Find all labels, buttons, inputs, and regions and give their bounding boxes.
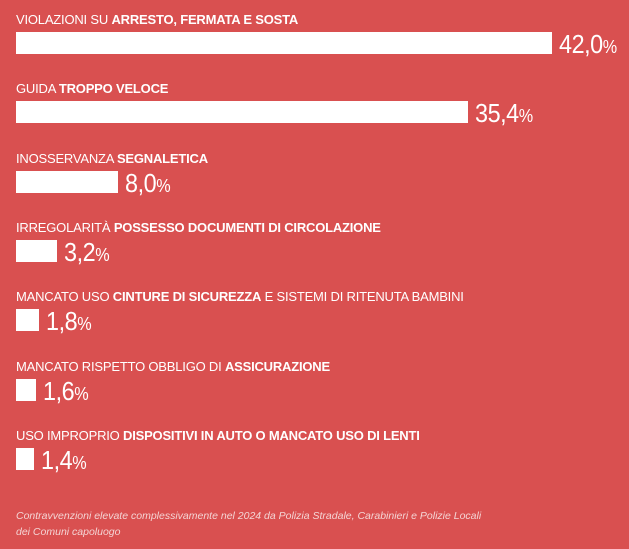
bar bbox=[16, 170, 119, 193]
bar bbox=[16, 378, 37, 401]
value-label: 1,4% bbox=[40, 444, 87, 477]
category-label-bold: DISPOSITIVI IN AUTO O MANCATO USO DI LEN… bbox=[123, 427, 420, 443]
value-label: 35,4% bbox=[475, 99, 533, 130]
value-number: 1,6 bbox=[43, 375, 75, 406]
category-label-text: INOSSERVANZA bbox=[16, 150, 117, 166]
bar bbox=[16, 447, 34, 470]
value-unit: % bbox=[602, 37, 617, 57]
value-unit: % bbox=[95, 244, 109, 265]
bar bbox=[16, 309, 39, 332]
footnote-line-2: dei Comuni capoluogo bbox=[16, 526, 121, 538]
category-label-bold: ARRESTO, FERMATA E SOSTA bbox=[111, 12, 299, 27]
category-label: VIOLAZIONI SU ARRESTO, FERMATA E SOSTA bbox=[16, 12, 298, 28]
category-label-bold: POSSESSO DOCUMENTI DI CIRCOLAZIONE bbox=[113, 219, 381, 235]
value-number: 3,2 bbox=[63, 236, 96, 267]
value-label: 42,0% bbox=[559, 30, 617, 61]
value-number: 42,0 bbox=[559, 29, 603, 59]
category-label-bold: SEGNALETICA bbox=[116, 150, 208, 166]
category-label: GUIDA TROPPO VELOCE bbox=[16, 81, 168, 97]
bar bbox=[16, 101, 468, 124]
value-number: 1,4 bbox=[40, 444, 73, 475]
value-unit: % bbox=[77, 314, 92, 335]
category-label-text: MANCATO USO bbox=[16, 289, 113, 305]
bar bbox=[16, 239, 57, 262]
value-label: 8,0% bbox=[125, 167, 171, 200]
value-unit: % bbox=[156, 175, 171, 196]
category-label: INOSSERVANZA SEGNALETICA bbox=[16, 151, 208, 167]
value-label: 1,8% bbox=[45, 306, 92, 338]
value-label: 3,2% bbox=[63, 236, 110, 269]
category-label-bold: ASSICURAZIONE bbox=[224, 358, 330, 374]
category-label: IRREGOLARITÀ POSSESSO DOCUMENTI DI CIRCO… bbox=[16, 220, 381, 236]
category-label: MANCATO USO CINTURE DI SICUREZZA E SISTE… bbox=[16, 289, 464, 305]
value-unit: % bbox=[518, 106, 533, 127]
category-label-text: MANCATO RISPETTO OBBLIGO DI bbox=[16, 358, 225, 374]
footnote-line-1: Contravvenzioni elevate complessivamente… bbox=[16, 510, 482, 522]
footnote: Contravvenzioni elevate complessivamente… bbox=[16, 508, 516, 540]
category-label-text: USO IMPROPRIO bbox=[16, 427, 123, 443]
category-label: MANCATO RISPETTO OBBLIGO DI ASSICURAZION… bbox=[16, 359, 330, 375]
value-number: 35,4 bbox=[474, 98, 519, 129]
category-label-bold: CINTURE DI SICUREZZA bbox=[112, 289, 262, 305]
value-unit: % bbox=[74, 383, 89, 404]
category-label: USO IMPROPRIO DISPOSITIVI IN AUTO O MANC… bbox=[16, 428, 420, 444]
category-label-text: VIOLAZIONI SU bbox=[16, 12, 112, 27]
category-label-text: GUIDA bbox=[16, 81, 59, 97]
category-label-text: IRREGOLARITÀ bbox=[16, 219, 114, 235]
value-number: 1,8 bbox=[45, 306, 78, 337]
value-number: 8,0 bbox=[125, 167, 157, 198]
category-label-suffix: E SISTEMI DI RITENUTA BAMBINI bbox=[261, 289, 464, 305]
value-label: 1,6% bbox=[43, 375, 89, 408]
value-unit: % bbox=[72, 452, 87, 473]
category-label-bold: TROPPO VELOCE bbox=[58, 81, 169, 97]
bar bbox=[16, 32, 552, 54]
